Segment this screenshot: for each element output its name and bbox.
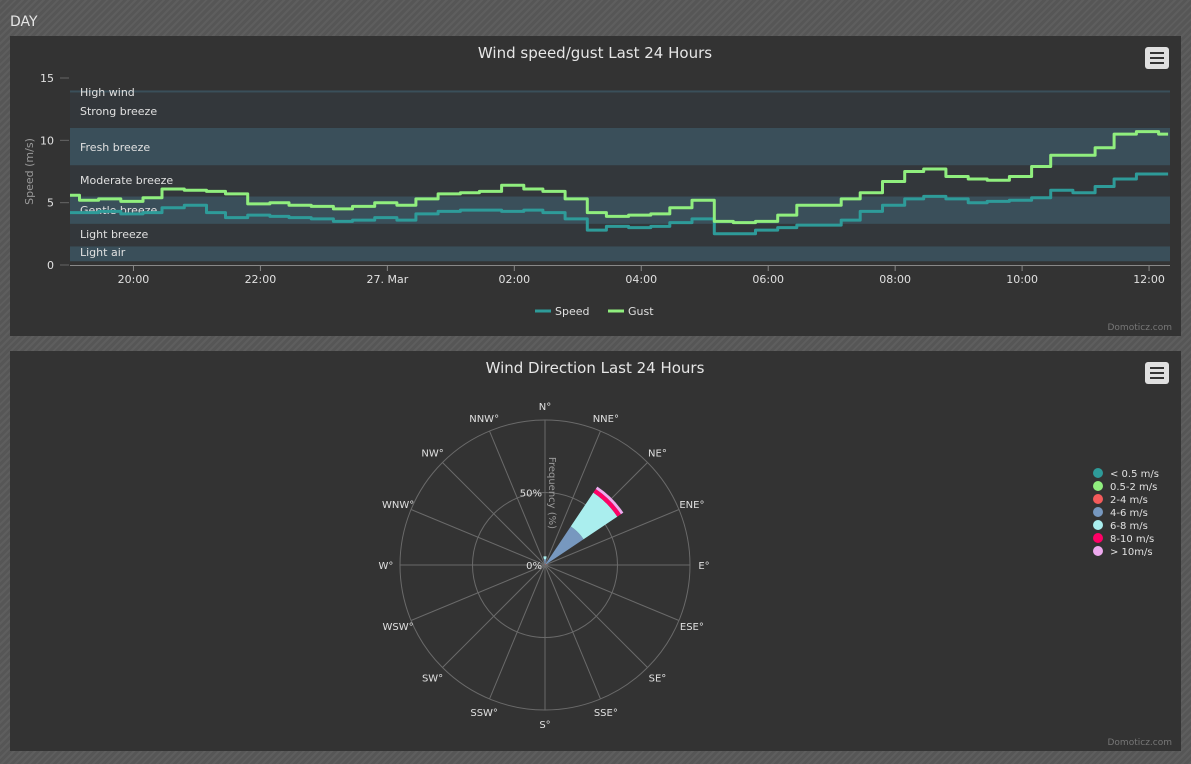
direction-label: ENE° [679, 500, 704, 511]
polar-spoke [544, 564, 648, 668]
direction-label: N° [539, 402, 551, 413]
credit-link[interactable]: Domoticz.com [1107, 738, 1173, 748]
credit-link[interactable]: Domoticz.com [1107, 323, 1173, 333]
direction-label: NNW° [469, 414, 499, 425]
radial-tick-label: 50% [520, 489, 542, 500]
plot-band [70, 90, 1170, 93]
y-tick-label: 5 [47, 197, 54, 210]
polar-spoke [442, 564, 546, 668]
x-tick-label: 10:00 [1006, 273, 1038, 286]
direction-label: E° [698, 561, 709, 572]
legend-swatch [1093, 533, 1103, 543]
polar-spoke [489, 430, 546, 566]
y-tick-label: 0 [47, 259, 54, 272]
legend-item: 8-10 m/s [1110, 534, 1154, 545]
polar-spoke [544, 564, 601, 700]
legend-item: 2-4 m/s [1110, 495, 1148, 506]
plot-band [70, 127, 1170, 166]
chart-menu-button[interactable] [1145, 47, 1169, 69]
speed-chart-title: Wind speed/gust Last 24 Hours [478, 44, 712, 62]
series-line-gust [70, 130, 1169, 225]
x-tick-label: 22:00 [245, 273, 277, 286]
wind-rose-sector [545, 526, 584, 565]
plot-band [70, 90, 1170, 128]
direction-label: WNW° [382, 500, 414, 511]
y-axis-label: Speed (m/s) [23, 138, 36, 205]
legend-swatch [1093, 507, 1103, 517]
direction-label: NE° [648, 449, 667, 460]
wind-rose-sector [543, 556, 547, 560]
wind-rose-sector [570, 492, 618, 540]
series-line-speed [70, 172, 1169, 236]
direction-label: SSW° [470, 708, 498, 719]
plot-band-label: High wind [80, 86, 135, 99]
x-tick-label: 08:00 [879, 273, 911, 286]
plot-band-label: Strong breeze [80, 105, 157, 118]
legend-item: Speed [555, 305, 589, 318]
y-tick-label: 15 [40, 72, 54, 85]
plot-band [70, 246, 1170, 262]
legend-swatch [1093, 468, 1103, 478]
plot-band-label: Moderate breeze [80, 174, 173, 187]
wind-rose-sector [595, 486, 624, 515]
y-tick-label: 10 [40, 134, 54, 147]
x-tick-label: 06:00 [752, 273, 784, 286]
legend-item: Gust [628, 305, 654, 318]
chart-menu-button[interactable] [1145, 362, 1169, 384]
polar-spoke [544, 509, 680, 566]
x-tick-label: 27. Mar [366, 273, 408, 286]
direction-label: NNE° [593, 414, 619, 425]
plot-band [70, 223, 1170, 247]
legend-swatch [1093, 520, 1103, 530]
legend-swatch [1093, 481, 1103, 491]
polar-spoke [410, 564, 546, 621]
wind-rose-sector [543, 559, 547, 565]
polar-spoke [544, 430, 601, 566]
plot-band-label: Light breeze [80, 228, 149, 241]
direction-label: S° [539, 720, 550, 731]
polar-spoke [544, 564, 680, 621]
plot-band-label: Light air [80, 246, 126, 259]
plot-band-label: Fresh breeze [80, 141, 150, 154]
rose-chart-title: Wind Direction Last 24 Hours [486, 359, 705, 377]
x-tick-label: 04:00 [625, 273, 657, 286]
direction-label: WSW° [383, 622, 414, 633]
legend-item: 4-6 m/s [1110, 508, 1148, 519]
wind-direction-chart-panel: Wind Direction Last 24 Hours N° NNE° NE° EN… [10, 351, 1181, 751]
radial-axis-label: Frequency (%) [546, 457, 557, 529]
legend-item: < 0.5 m/s [1110, 469, 1159, 480]
x-tick-label: 02:00 [498, 273, 530, 286]
x-tick-label: 12:00 [1133, 273, 1165, 286]
wind-speed-chart: Wind speed/gust Last 24 Hours Light air L… [23, 44, 1170, 318]
legend-swatch [1093, 546, 1103, 556]
legend-swatch [1093, 494, 1103, 504]
section-title: DAY [10, 14, 38, 30]
direction-label: SE° [649, 673, 667, 684]
legend-item: > 10m/s [1110, 547, 1153, 558]
wind-rose-sector [593, 489, 621, 517]
polar-spoke [410, 509, 546, 566]
polar-spoke [442, 462, 546, 566]
radial-tick-label: 0% [526, 561, 542, 572]
wind-speed-chart-panel: Wind speed/gust Last 24 Hours Light air L… [10, 36, 1181, 336]
direction-label: SSE° [594, 708, 618, 719]
wind-rose-sector [545, 563, 547, 565]
direction-label: W° [379, 561, 394, 572]
direction-label: SW° [422, 673, 443, 684]
direction-label: NW° [421, 449, 443, 460]
polar-spoke [489, 564, 546, 700]
wind-rose-chart: Wind Direction Last 24 Hours N° NNE° NE° EN… [379, 359, 1159, 731]
direction-label: ESE° [680, 622, 704, 633]
x-tick-label: 20:00 [118, 273, 150, 286]
legend-item: 6-8 m/s [1110, 521, 1148, 532]
legend-item: 0.5-2 m/s [1110, 482, 1157, 493]
